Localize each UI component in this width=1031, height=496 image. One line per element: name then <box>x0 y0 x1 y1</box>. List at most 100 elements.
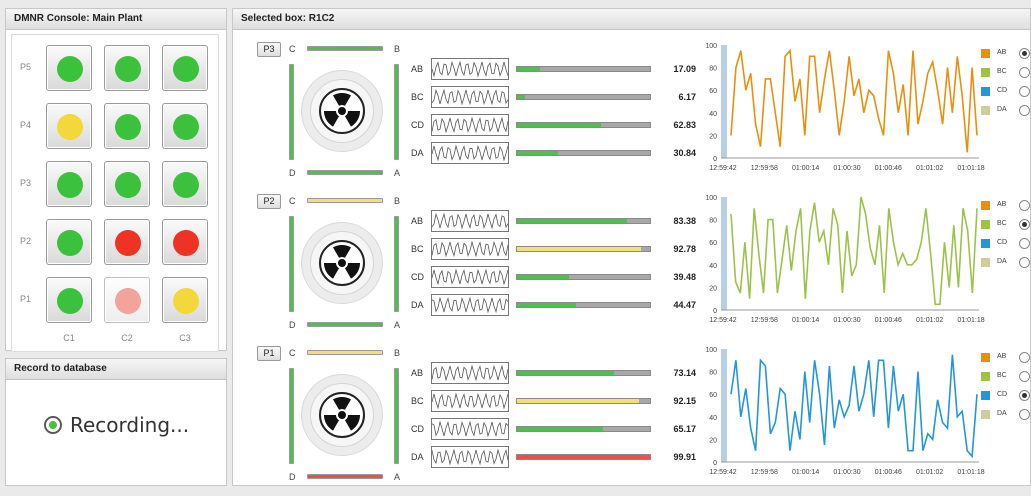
metric-label-bc: BC <box>411 244 424 254</box>
series-line-cd <box>730 354 978 459</box>
legend-label: CD <box>997 391 1008 398</box>
legend-label: DA <box>997 258 1007 265</box>
legend-radio-bc[interactable] <box>1019 371 1030 382</box>
legend-item-cd: CD <box>981 86 1031 98</box>
y-tick-label: 100 <box>705 347 717 354</box>
top-bar <box>307 46 383 51</box>
metric-bar-fill <box>517 275 569 279</box>
box-button-p4-c2[interactable] <box>104 103 150 149</box>
status-led <box>115 230 141 256</box>
status-led <box>115 56 141 82</box>
box-button-p5-c2[interactable] <box>104 45 150 91</box>
legend-item-bc: BC <box>981 219 1031 231</box>
metric-bar-da <box>516 302 651 308</box>
x-tick-label: 01:00:30 <box>833 165 860 172</box>
legend-item-bc: BC <box>981 67 1031 79</box>
legend-swatch <box>981 220 990 229</box>
legend-label: CD <box>997 239 1008 246</box>
box-button-p2-c1[interactable] <box>46 219 92 265</box>
record-panel: Record to database Recording... <box>5 358 227 486</box>
sparkline-bc <box>431 86 509 108</box>
sparkline-graph <box>431 296 509 314</box>
sparkline-bc <box>431 390 509 412</box>
corner-c: C <box>289 348 296 358</box>
legend-swatch <box>981 68 990 77</box>
metric-value-bc: 6.17 <box>678 92 696 102</box>
x-tick-label: 12:59:42 <box>709 317 736 324</box>
legend-radio-cd[interactable] <box>1019 390 1030 401</box>
chart-svg: 100 80 60 40 20 0 12:59:42 12:59:58 01:00:14 01:0… <box>705 195 984 324</box>
sparkline-da <box>431 294 509 316</box>
box-button-p5-c3[interactable] <box>162 45 208 91</box>
y-tick-label: 60 <box>709 240 717 247</box>
box-button-p3-c1[interactable] <box>46 161 92 207</box>
legend-radio-ab[interactable] <box>1019 200 1030 211</box>
section-tag[interactable]: P3 <box>257 42 281 57</box>
col-label-c1: C1 <box>63 333 75 343</box>
box-button-p2-c2[interactable] <box>104 219 150 265</box>
legend-radio-ab[interactable] <box>1019 48 1030 59</box>
metric-bar-fill <box>517 67 540 71</box>
legend-radio-bc[interactable] <box>1019 219 1030 230</box>
main-plant-panel: DMNR Console: Main Plant P5 P4 P3 P2 P1 C1 C2 C… <box>5 8 227 352</box>
box-button-p4-c1[interactable] <box>46 103 92 149</box>
legend-radio-bc[interactable] <box>1019 67 1030 78</box>
metric-label-cd: CD <box>411 424 424 434</box>
metric-bar-fill <box>517 371 615 375</box>
box-button-p3-c2[interactable] <box>104 161 150 207</box>
sparkline-graph <box>431 144 509 162</box>
metric-bar-fill <box>517 123 601 127</box>
row-label-p4: P4 <box>20 120 32 130</box>
metric-bar-bc <box>516 246 651 252</box>
recording-radio-icon[interactable] <box>44 416 62 434</box>
corner-a: A <box>394 472 401 482</box>
status-led <box>173 56 199 82</box>
box-button-p5-c1[interactable] <box>46 45 92 91</box>
legend-radio-cd[interactable] <box>1019 86 1030 97</box>
series-line-ab <box>730 48 978 153</box>
reactor-disc <box>301 374 383 456</box>
section-tag[interactable]: P1 <box>257 346 281 361</box>
section-p2: P2 C B D A AB 83.38 BC 92.78 CD 39.48 DA 44.47 100 80 6… <box>233 194 1031 344</box>
metric-bar-cd <box>516 122 651 128</box>
legend-radio-da[interactable] <box>1019 257 1030 268</box>
legend-swatch <box>981 201 990 210</box>
status-led <box>115 172 141 198</box>
legend-radio-da[interactable] <box>1019 409 1030 420</box>
metric-bar-fill <box>517 455 650 459</box>
box-button-p1-c3[interactable] <box>162 277 208 323</box>
legend-item-da: DA <box>981 409 1031 421</box>
chart-scrollbar <box>721 197 727 310</box>
status-led <box>57 172 83 198</box>
sparkline-graph <box>431 60 509 78</box>
reactor-inner <box>310 79 374 143</box>
legend-swatch <box>981 239 990 248</box>
metric-bar-fill <box>517 95 525 99</box>
sparkline-cd <box>431 114 509 136</box>
box-button-p1-c1[interactable] <box>46 277 92 323</box>
legend-item-ab: AB <box>981 352 1031 364</box>
box-button-p3-c3[interactable] <box>162 161 208 207</box>
left-bar <box>289 368 294 464</box>
corner-b: B <box>394 348 401 358</box>
status-led <box>57 56 83 82</box>
legend-radio-da[interactable] <box>1019 105 1030 116</box>
legend-radio-ab[interactable] <box>1019 352 1030 363</box>
x-tick-label: 01:00:14 <box>792 317 819 324</box>
x-tick-label: 01:01:18 <box>957 469 984 476</box>
sparkline-graph <box>431 448 509 466</box>
metric-bar-cd <box>516 426 651 432</box>
x-tick-label: 01:00:30 <box>833 317 860 324</box>
bottom-bar <box>307 170 383 175</box>
x-tick-label: 01:00:46 <box>875 469 902 476</box>
x-tick-label: 01:01:02 <box>916 317 943 324</box>
box-button-p4-c3[interactable] <box>162 103 208 149</box>
metric-value-da: 44.47 <box>673 300 696 310</box>
box-button-p2-c3[interactable] <box>162 219 208 265</box>
selected-box-panel: Selected box: R1C2 P3 C B D A AB 17.09 BC 6.17 CD… <box>232 8 1031 486</box>
section-tag[interactable]: P2 <box>257 194 281 209</box>
sparkline-graph <box>431 212 509 230</box>
legend-radio-cd[interactable] <box>1019 238 1030 249</box>
sparkline-graph <box>431 268 509 286</box>
box-button-p1-c2[interactable] <box>104 277 150 323</box>
